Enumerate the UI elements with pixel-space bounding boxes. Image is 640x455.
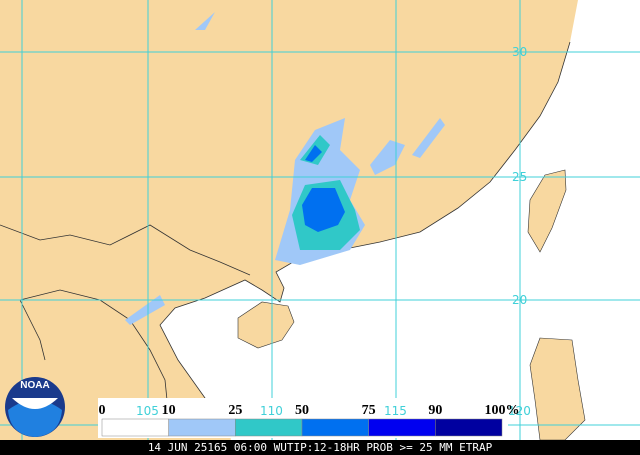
legend-tick: 90 (428, 403, 442, 418)
lon-label: 120 (508, 404, 531, 418)
legend-swatch (435, 418, 503, 437)
legend-tick: 10 (162, 403, 176, 418)
footer-bar (0, 440, 640, 455)
lon-label: 110 (260, 404, 283, 418)
logo-text: NOAA (20, 380, 49, 391)
legend-tick: 50 (295, 403, 309, 418)
legend-tick: 0 (99, 403, 106, 418)
footer-text: 14 JUN 25165 06:00 WUTIP:12-18HR PROB >=… (148, 441, 493, 454)
legend-swatch (101, 418, 169, 437)
hainan (237, 301, 295, 349)
legend-tick: 75 (362, 403, 376, 418)
lat-label: 30 (512, 45, 527, 59)
noaa-logo: NOAA (5, 377, 65, 437)
legend-tick: 25 (228, 403, 242, 418)
legend-swatch (168, 418, 236, 437)
lat-label: 25 (512, 170, 527, 184)
lon-label: 115 (384, 404, 407, 418)
legend-swatch (368, 418, 436, 437)
taiwan (527, 169, 567, 253)
legend-swatch (235, 418, 303, 437)
lon-label: 105 (136, 404, 159, 418)
legend-tick: 100% (485, 403, 520, 418)
lat-label: 20 (512, 293, 527, 307)
legend-swatch (301, 418, 369, 437)
coastline (159, 41, 571, 431)
